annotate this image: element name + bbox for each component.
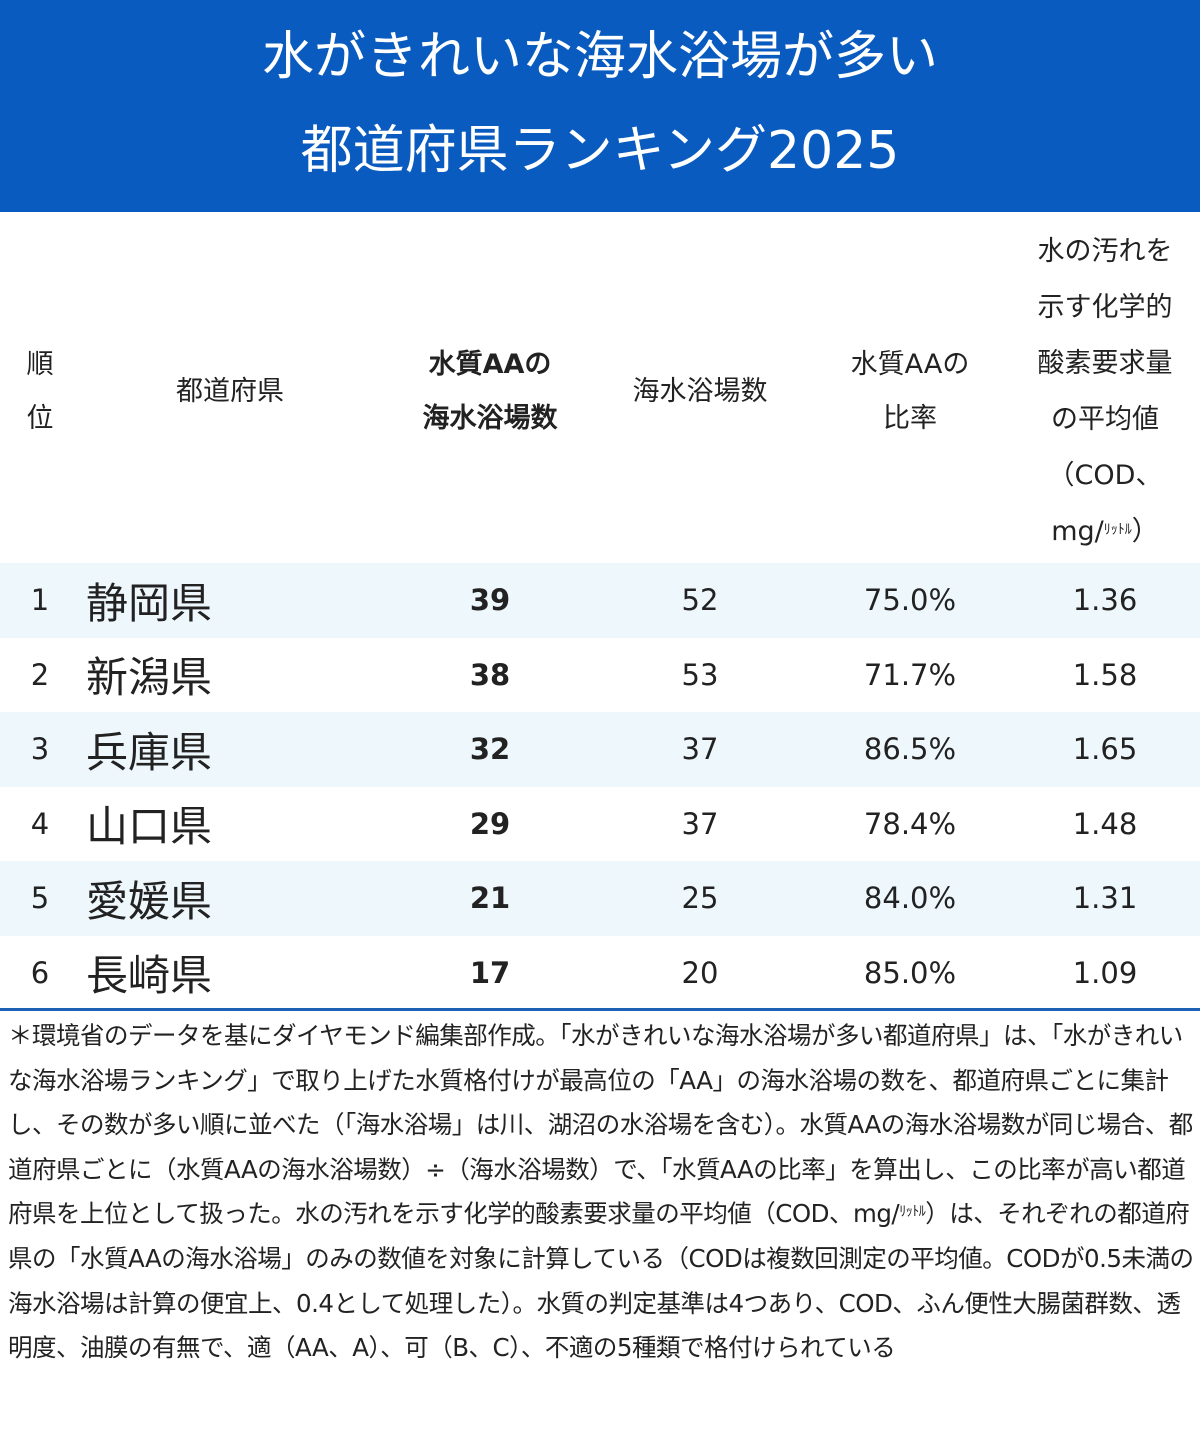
footnote-text-1: ＊環境省のデータを基にダイヤモンド編集部作成。「水がきれいな海水浴場が多い都道府… — [8, 1021, 1193, 1229]
ratio-cell: 84.0% — [863, 881, 957, 916]
rank-cell: 3 — [30, 732, 50, 767]
title-banner: 水がきれいな海水浴場が多い 都道府県ランキング2025 — [0, 0, 1200, 212]
header-cod-unit: ﾘｯﾄﾙ — [1103, 522, 1132, 538]
table-row: 3 兵庫県 32 37 86.5% 1.65 — [0, 712, 1200, 787]
prefecture-cell: 山口県 — [86, 802, 213, 852]
total-cell: 37 — [681, 806, 719, 841]
ratio-cell: 75.0% — [863, 583, 957, 618]
rank-cell: 4 — [30, 806, 50, 841]
total-cell: 52 — [681, 583, 719, 618]
header-prefecture: 都道府県 — [176, 376, 284, 407]
aa-count-cell: 29 — [469, 806, 511, 841]
prefecture-cell: 長崎県 — [86, 951, 213, 1001]
cod-cell: 1.36 — [1072, 583, 1138, 618]
header-total: 海水浴場数 — [632, 376, 768, 407]
total-cell: 25 — [681, 881, 719, 916]
table-header: 順 位 都道府県 水質AAの 海水浴場数 海水浴場数 水質AAの 比率 水の汚れ… — [0, 222, 1200, 562]
rank-cell: 1 — [30, 583, 50, 618]
cod-cell: 1.48 — [1072, 806, 1138, 841]
prefecture-cell: 新潟県 — [86, 653, 213, 703]
table-divider — [0, 1008, 1200, 1011]
ratio-cell: 78.4% — [863, 806, 957, 841]
aa-count-cell: 32 — [469, 732, 511, 767]
prefecture-cell: 兵庫県 — [86, 727, 213, 777]
aa-count-cell: 39 — [469, 583, 511, 618]
footnote-unit: ﾘｯﾄﾙ — [899, 1204, 926, 1221]
header-cod-text: 水の汚れを 示す化学的 酸素要求量 の平均値 （COD、 mg/ — [1037, 236, 1173, 547]
aa-count-cell: 21 — [469, 881, 511, 916]
table-row: 5 愛媛県 21 25 84.0% 1.31 — [0, 861, 1200, 936]
table-row: 1 静岡県 39 52 75.0% 1.36 — [0, 563, 1200, 638]
table-body: 1 静岡県 39 52 75.0% 1.36 2 新潟県 38 53 71.7%… — [0, 563, 1200, 1010]
rank-cell: 6 — [30, 955, 50, 990]
header-rank: 順 位 — [26, 349, 54, 434]
total-cell: 37 — [681, 732, 719, 767]
total-cell: 53 — [681, 657, 719, 692]
ratio-cell: 71.7% — [863, 657, 957, 692]
total-cell: 20 — [681, 955, 719, 990]
prefecture-cell: 愛媛県 — [86, 876, 213, 926]
table-row: 6 長崎県 17 20 85.0% 1.09 — [0, 936, 1200, 1011]
table-row: 4 山口県 29 37 78.4% 1.48 — [0, 787, 1200, 862]
table-row: 2 新潟県 38 53 71.7% 1.58 — [0, 638, 1200, 713]
rank-cell: 2 — [30, 657, 50, 692]
footnote: ＊環境省のデータを基にダイヤモンド編集部作成。「水がきれいな海水浴場が多い都道府… — [8, 1014, 1194, 1371]
title-line-1: 水がきれいな海水浴場が多い — [261, 27, 938, 87]
cod-cell: 1.58 — [1072, 657, 1138, 692]
ratio-cell: 85.0% — [863, 955, 957, 990]
header-aa-count: 水質AAの 海水浴場数 — [422, 349, 558, 434]
footnote-text-2: ）は、それぞれの都道府県の「水質AAの海水浴場」のみの数値を対象に計算している（… — [8, 1199, 1194, 1363]
prefecture-cell: 静岡県 — [86, 578, 213, 628]
cod-cell: 1.09 — [1072, 955, 1138, 990]
cod-cell: 1.65 — [1072, 732, 1138, 767]
header-cod: 水の汚れを 示す化学的 酸素要求量 の平均値 （COD、 mg/ﾘｯﾄﾙ） — [1010, 222, 1200, 562]
ratio-cell: 86.5% — [863, 732, 957, 767]
header-ratio: 水質AAの 比率 — [850, 349, 970, 434]
header-cod-close: ） — [1131, 516, 1159, 547]
rank-cell: 5 — [30, 881, 50, 916]
cod-cell: 1.31 — [1072, 881, 1138, 916]
title-line-2: 都道府県ランキング2025 — [300, 121, 900, 181]
aa-count-cell: 17 — [469, 955, 511, 990]
aa-count-cell: 38 — [469, 657, 511, 692]
